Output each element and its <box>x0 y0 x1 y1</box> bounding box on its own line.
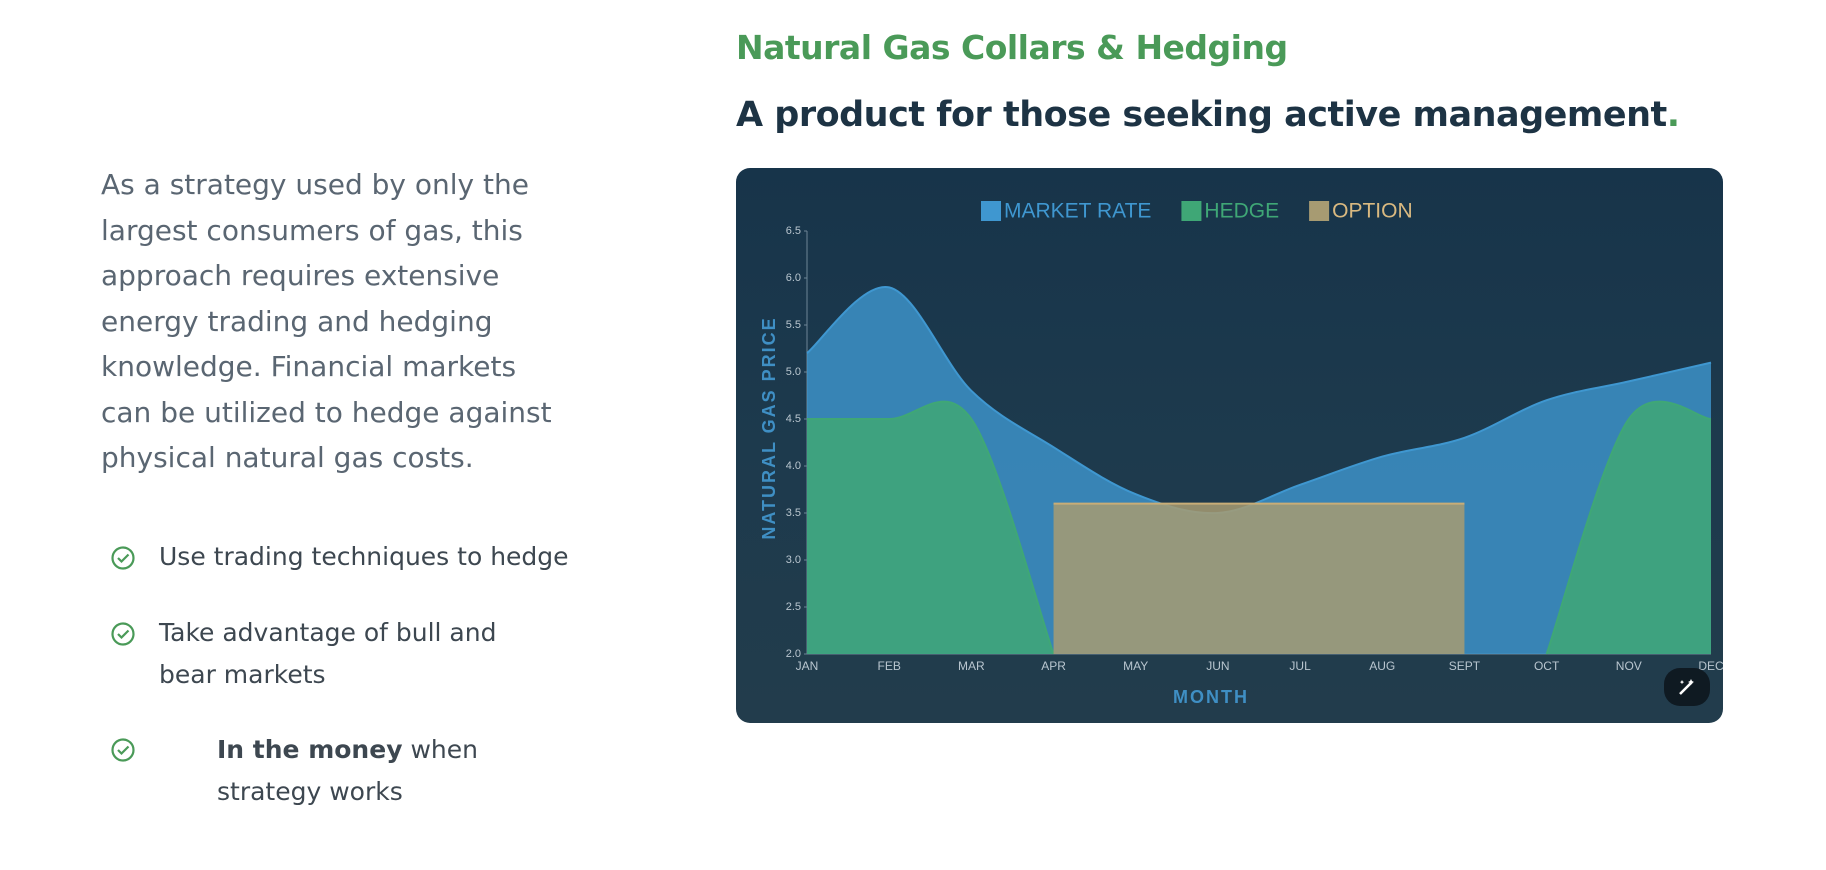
subtitle-text: A product for those seeking active manag… <box>736 95 1667 135</box>
x-tick-label: OCT <box>1534 659 1560 673</box>
y-tick-label: 3.0 <box>786 554 801 566</box>
chart-card: 2.0 2.5 3.0 3.5 4.0 4.5 5.0 5.5 6.0 6.5 JAN FEB MAR A… <box>736 168 1723 723</box>
list-item: In the money when strategy works <box>217 729 557 813</box>
list-item: Use trading techniques to hedge <box>159 542 569 571</box>
legend-label: MARKET RATE <box>1004 200 1151 223</box>
list-item: Take advantage of bull and bear markets <box>159 618 497 689</box>
check-icon <box>111 622 135 646</box>
chart: 2.0 2.5 3.0 3.5 4.0 4.5 5.0 5.5 6.0 6.5 JAN FEB MAR A… <box>759 200 1723 707</box>
y-axis-title: NATURAL GAS PRICE <box>759 316 779 539</box>
legend-label: OPTION <box>1332 200 1413 223</box>
x-axis-title: MONTH <box>1173 687 1249 707</box>
subtitle-dot: . <box>1666 95 1680 135</box>
y-tick-label: 2.0 <box>786 648 801 660</box>
x-tick-label: FEB <box>878 659 901 673</box>
y-tick-label: 2.5 <box>786 601 801 613</box>
y-tick-label: 4.0 <box>786 460 801 472</box>
section-title: Natural Gas Collars & Hedging <box>736 28 1288 67</box>
legend-swatch <box>981 201 1001 221</box>
magic-button[interactable] <box>1664 668 1710 706</box>
x-tick-label: MAR <box>958 659 985 673</box>
x-tick-label: SEPT <box>1449 659 1481 673</box>
y-tick-label: 4.5 <box>786 413 801 425</box>
x-tick-label: JUL <box>1289 659 1311 673</box>
x-tick-label: DEC <box>1698 659 1723 673</box>
legend-swatch <box>1309 201 1330 221</box>
x-tick-label: APR <box>1041 659 1066 673</box>
x-tick-label: JUN <box>1206 659 1229 673</box>
series-area <box>807 401 1711 654</box>
series-line <box>807 400 1712 655</box>
y-tick-label: 6.0 <box>786 272 801 284</box>
section-subtitle: A product for those seeking active manag… <box>736 95 1680 135</box>
legend-swatch <box>1181 201 1202 221</box>
x-tick-label: AUG <box>1369 659 1395 673</box>
x-tick-label: JAN <box>796 659 819 673</box>
series-area <box>807 286 1711 654</box>
list-item-bold: In the money <box>217 735 403 764</box>
y-tick-label: 3.5 <box>786 507 801 519</box>
series-area <box>1053 503 1465 654</box>
legend-label: HEDGE <box>1204 200 1279 223</box>
intro-paragraph: As a strategy used by only the largest c… <box>101 168 552 474</box>
list-item-text: when strategy works <box>217 735 478 806</box>
x-tick-label: NOV <box>1616 659 1642 673</box>
check-icon <box>111 738 135 762</box>
check-icon <box>111 546 135 570</box>
y-tick-label: 5.5 <box>786 319 801 331</box>
x-tick-label: MAY <box>1123 659 1148 673</box>
y-tick-label: 5.0 <box>786 366 801 378</box>
y-tick-label: 6.5 <box>786 225 801 237</box>
